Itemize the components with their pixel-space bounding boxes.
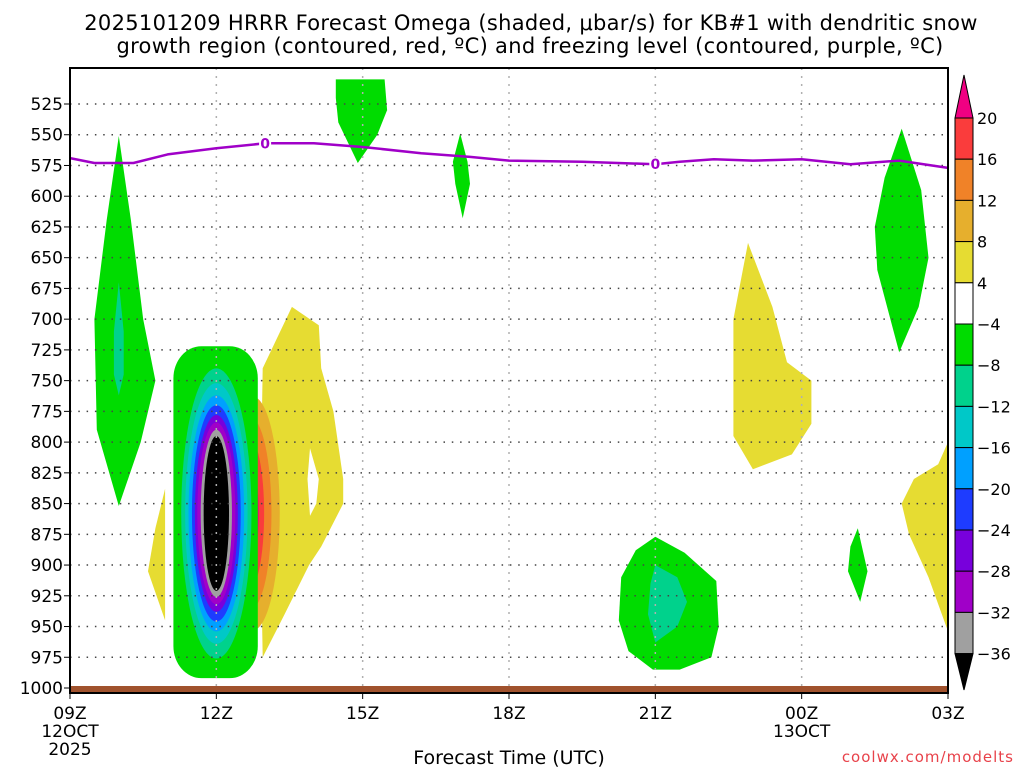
colorbar-label: 20 (977, 109, 997, 128)
colorbar-swatch (955, 489, 973, 530)
y-tick-label: 625 (31, 218, 63, 238)
y-tick-label: 525 (31, 95, 63, 115)
colorbar-swatch (955, 571, 973, 612)
colorbar-swatch (955, 118, 973, 159)
colorbar-label: 8 (977, 233, 987, 252)
y-tick-label: 575 (31, 156, 63, 176)
y-tick-label: 675 (31, 279, 63, 299)
omega-region-yellow-03z (902, 430, 953, 645)
y-tick-label: 975 (31, 648, 63, 668)
x-tick-label: 18Z (492, 704, 525, 724)
y-tick-label: 825 (31, 464, 63, 484)
omega-region-yellow-22z (733, 243, 811, 469)
y-tick-label: 550 (31, 126, 63, 146)
colorbar-label: −4 (977, 315, 1001, 334)
y-tick-label: 600 (31, 187, 63, 207)
colorbar-swatch (955, 530, 973, 571)
chart-svg: 0 0 525 550 575 600 625 650 675 700 725 750 775 800 8… (0, 0, 1024, 768)
y-tick-label: 725 (31, 341, 63, 361)
y-tick-label: 900 (31, 556, 63, 576)
x-tick-label: 15Z (346, 704, 379, 724)
y-tick-label: 775 (31, 402, 63, 422)
ground-bar (70, 686, 948, 693)
y-tick-label: 1000 (20, 679, 63, 699)
y-tick-label: 700 (31, 310, 63, 330)
y-tick-label: 800 (31, 433, 63, 453)
x-tick-label: 09Z (53, 704, 86, 724)
x-tick-date-label: 13OCT (773, 722, 831, 742)
colorbar-min-arrow (955, 654, 973, 690)
colorbar-label: −36 (977, 645, 1011, 664)
colorbar-label: −24 (977, 521, 1011, 540)
y-tick-label: 950 (31, 618, 63, 638)
omega-region-green-17z (453, 134, 470, 219)
x-tick-label: 03Z (931, 704, 964, 724)
colorbar-label: 12 (977, 191, 997, 210)
freezing-level-label: 0 (650, 157, 660, 173)
colorbar-swatch (955, 406, 973, 447)
y-tick-label: 850 (31, 495, 63, 515)
colorbar-label: −32 (977, 603, 1011, 622)
colorbar-label: −16 (977, 439, 1011, 458)
colorbar-label: 16 (977, 150, 997, 169)
colorbar-label: −12 (977, 397, 1011, 416)
colorbar-swatch (955, 283, 973, 324)
x-tick-label: 00Z (785, 704, 818, 724)
y-tick-label: 875 (31, 525, 63, 545)
y-tick-label: 750 (31, 372, 63, 392)
omega-region-yellow-1030z (148, 489, 165, 621)
x-tick-label: 21Z (639, 704, 672, 724)
colorbar: 20 16 12 8 4 −4 −8 −12 −16 −20 −24 −28 −32 −36 (955, 75, 1011, 690)
ground-layer (70, 686, 948, 693)
colorbar-label: −28 (977, 562, 1011, 581)
colorbar-swatch (955, 200, 973, 241)
y-axis: 525 550 575 600 625 650 675 700 725 750 775 800 825 8… (20, 95, 70, 699)
x-tick-year-label: 2025 (48, 740, 91, 760)
credit-text: coolwx.com/modelts (842, 748, 1014, 766)
colorbar-label: −8 (977, 356, 1001, 375)
colorbar-swatch (955, 365, 973, 406)
colorbar-label: −20 (977, 480, 1011, 499)
y-tick-label: 925 (31, 587, 63, 607)
freezing-level-label: 0 (260, 136, 270, 152)
omega-region-black-12z (204, 436, 229, 591)
colorbar-swatch (955, 448, 973, 489)
x-axis-title: Forecast Time (UTC) (413, 747, 604, 768)
colorbar-swatch (955, 612, 973, 653)
x-tick-label: 12Z (200, 704, 233, 724)
x-tick-date-label: 12OCT (41, 722, 99, 742)
omega-region-green-15z (336, 79, 387, 163)
colorbar-swatch (955, 324, 973, 365)
y-tick-label: 650 (31, 249, 63, 269)
colorbar-swatch (955, 159, 973, 200)
omega-region-green-10z (94, 136, 155, 506)
colorbar-max-arrow (955, 75, 973, 118)
colorbar-swatch (955, 242, 973, 283)
omega-shading (94, 79, 953, 678)
colorbar-label: 4 (977, 274, 987, 293)
